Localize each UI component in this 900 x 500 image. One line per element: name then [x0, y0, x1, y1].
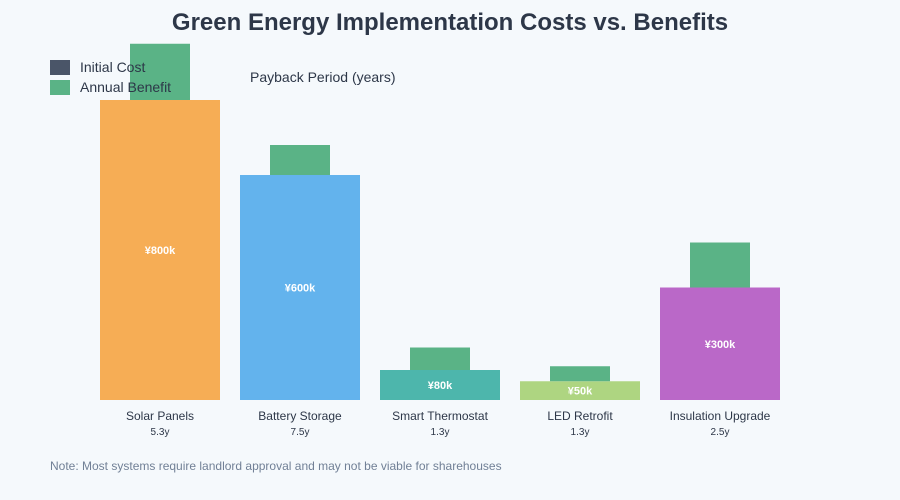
category-label: LED Retrofit [547, 409, 613, 423]
payback-label: 1.3y [571, 427, 590, 438]
legend: Initial Cost Annual Benefit [50, 59, 171, 95]
bar-annual-benefit [410, 347, 470, 370]
legend-swatch-annual-benefit [50, 80, 70, 95]
bar-initial-cost [100, 100, 220, 400]
bar-initial-cost [240, 175, 360, 400]
bar-annual-benefit [130, 43, 190, 100]
value-label: ¥800k [145, 245, 176, 257]
category-label: Battery Storage [258, 409, 342, 423]
bars-group: ¥800k Solar Panels 5.3y ¥600k Battery Storag… [100, 43, 780, 438]
value-label: ¥600k [285, 283, 316, 295]
bar-annual-benefit [550, 366, 610, 382]
bar-initial-cost [520, 381, 640, 400]
category-label: Insulation Upgrade [670, 409, 771, 423]
bar-initial-cost [380, 370, 500, 400]
legend-swatch-initial-cost [50, 60, 70, 75]
category-label: Solar Panels [126, 409, 194, 423]
value-label: ¥50k [568, 386, 593, 398]
value-label: ¥80k [428, 380, 453, 392]
category-label: Smart Thermostat [392, 409, 488, 423]
value-label: ¥300k [705, 339, 736, 351]
chart-title: Green Energy Implementation Costs vs. Be… [172, 9, 728, 36]
bar-annual-benefit [690, 242, 750, 288]
legend-label-initial-cost: Initial Cost [80, 59, 145, 75]
payback-label: 7.5y [291, 427, 310, 438]
bar-initial-cost [660, 287, 780, 400]
legend-label-annual-benefit: Annual Benefit [80, 79, 171, 95]
payback-label: 2.5y [711, 427, 730, 438]
payback-label: 1.3y [431, 427, 450, 438]
bar-annual-benefit [270, 145, 330, 175]
payback-label: 5.3y [151, 427, 170, 438]
footnote: Note: Most systems require landlord appr… [50, 459, 502, 473]
payback-period-label: Payback Period (years) [250, 69, 396, 85]
